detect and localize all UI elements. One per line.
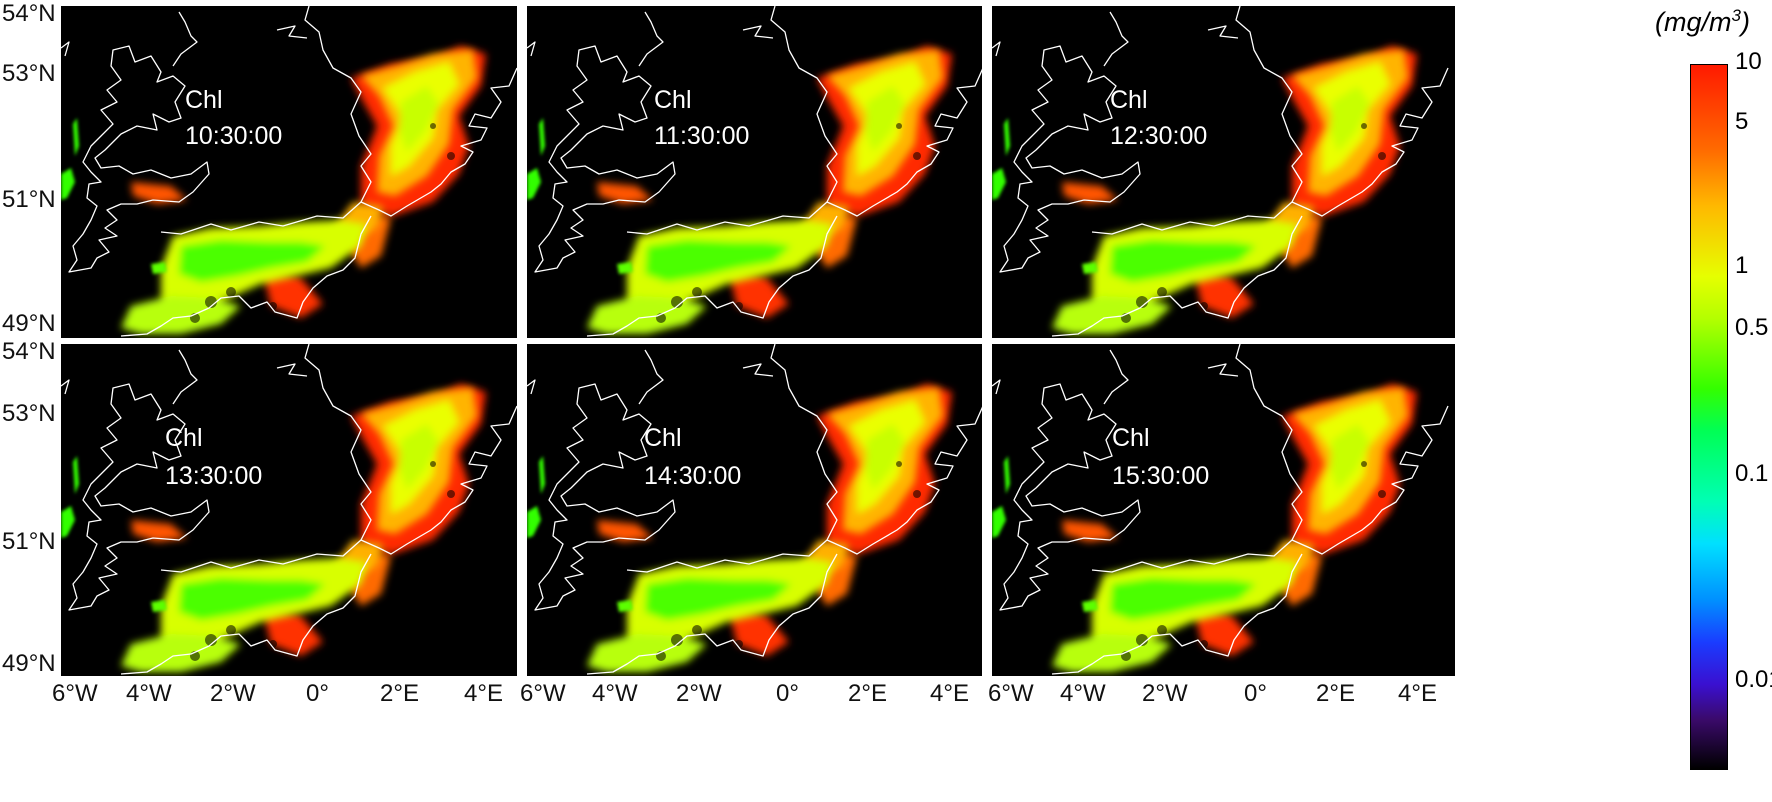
map-svg-5 — [527, 344, 982, 676]
panel-time-label: 12:30:00 — [1110, 122, 1208, 150]
lon-tick-2w: 2°W — [1142, 680, 1188, 707]
map-panel-5: Chl 14:30:00 — [527, 344, 982, 676]
map-svg-6 — [992, 344, 1455, 676]
colorbar-tick-5: 5 — [1735, 108, 1749, 135]
map-panel-6: Chl 15:30:00 — [992, 344, 1455, 676]
map-svg-3 — [992, 6, 1455, 338]
lon-tick-4w: 4°W — [1060, 680, 1106, 707]
lon-tick-2w: 2°W — [676, 680, 722, 707]
colorbar-unit-power: 3 — [1731, 6, 1741, 25]
panel-variable-label: Chl — [644, 424, 682, 452]
lon-tick-2w: 2°W — [210, 680, 256, 707]
colorbar-tick-10: 10 — [1735, 48, 1762, 75]
colorbar-unit: mg/m — [1664, 7, 1732, 37]
map-panel-2: Chl 11:30:00 — [527, 6, 982, 338]
panel-variable-label: Chl — [1110, 86, 1148, 114]
map-svg-4 — [61, 344, 517, 676]
lon-tick-4w: 4°W — [126, 680, 172, 707]
lon-tick-6w: 6°W — [52, 680, 98, 707]
panel-variable-label: Chl — [185, 86, 223, 114]
lon-tick-4e: 4°E — [930, 680, 969, 707]
lon-tick-2e: 2°E — [1316, 680, 1355, 707]
lat-tick-51n-bottom: 51°N — [2, 528, 56, 555]
map-panel-3: Chl 12:30:00 — [992, 6, 1455, 338]
colorbar — [1690, 64, 1728, 770]
panel-time-label: 14:30:00 — [644, 462, 742, 490]
lon-tick-4e: 4°E — [464, 680, 503, 707]
lon-tick-0: 0° — [776, 680, 799, 707]
lon-tick-6w: 6°W — [520, 680, 566, 707]
lat-tick-54n-top: 54°N — [2, 0, 56, 27]
lat-tick-49n-top: 49°N — [2, 310, 56, 337]
colorbar-tick-0.01: 0.01 — [1735, 666, 1772, 693]
lon-tick-0: 0° — [306, 680, 329, 707]
panel-time-label: 15:30:00 — [1112, 462, 1210, 490]
lat-tick-53n-top: 53°N — [2, 60, 56, 87]
lat-tick-54n-bottom: 54°N — [2, 338, 56, 365]
panel-variable-label: Chl — [1112, 424, 1150, 452]
colorbar-tick-0.1: 0.1 — [1735, 460, 1769, 487]
lon-tick-0: 0° — [1244, 680, 1267, 707]
map-svg-1 — [61, 6, 517, 338]
lon-tick-2e: 2°E — [380, 680, 419, 707]
colorbar-tick-1: 1 — [1735, 252, 1749, 279]
panel-variable-label: Chl — [654, 86, 692, 114]
lat-tick-53n-bottom: 53°N — [2, 400, 56, 427]
lon-tick-2e: 2°E — [848, 680, 887, 707]
panel-time-label: 13:30:00 — [165, 462, 263, 490]
lon-tick-6w: 6°W — [988, 680, 1034, 707]
lat-tick-49n-bottom: 49°N — [2, 650, 56, 677]
map-panel-4: Chl 13:30:00 — [61, 344, 517, 676]
colorbar-unit-label: (mg/m3) — [1655, 6, 1750, 37]
map-panel-1: Chl 10:30:00 — [61, 6, 517, 338]
lon-tick-4w: 4°W — [592, 680, 638, 707]
panel-variable-label: Chl — [165, 424, 203, 452]
lon-tick-4e: 4°E — [1398, 680, 1437, 707]
map-svg-2 — [527, 6, 982, 338]
lat-tick-51n-top: 51°N — [2, 186, 56, 213]
panel-time-label: 11:30:00 — [654, 122, 750, 150]
panel-time-label: 10:30:00 — [185, 122, 283, 150]
colorbar-tick-0.5: 0.5 — [1735, 314, 1769, 341]
